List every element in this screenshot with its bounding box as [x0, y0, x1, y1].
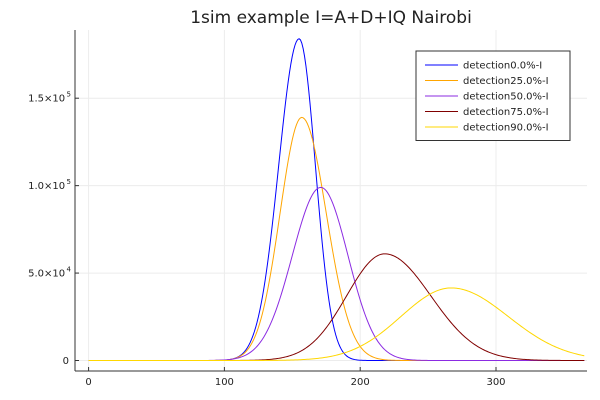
- x-tick-label: 0: [85, 377, 91, 388]
- legend-label: detection50.0%-I: [463, 92, 549, 103]
- axes: [74, 30, 587, 372]
- y-tick-label: 0: [63, 356, 69, 367]
- legend-label: detection75.0%-I: [463, 107, 549, 118]
- legend-label: detection25.0%-I: [463, 76, 549, 87]
- legend-label: detection0.0%-I: [463, 61, 542, 72]
- x-tick-label: 100: [215, 377, 234, 388]
- legend: detection0.0%-I detection25.0%-I detection…: [415, 50, 571, 141]
- y-tick-exponent: 5: [65, 91, 71, 99]
- chart-title: 1sim example I=A+D+IQ Nairobi: [190, 8, 472, 28]
- y-tick-exponent: 4: [65, 266, 71, 274]
- y-tick-exponent: 5: [65, 178, 71, 186]
- x-tick-label: 300: [486, 377, 505, 388]
- legend-label: detection90.0%-I: [463, 123, 549, 134]
- series-lines: [88, 38, 585, 362]
- y-tick-mantissa: 1.5×10: [28, 94, 65, 105]
- x-tick-label: 200: [351, 377, 370, 388]
- y-tick-mantissa: 1.0×10: [28, 181, 65, 192]
- y-tick-label: 5.0×10 4: [28, 266, 71, 280]
- series-line: [88, 287, 585, 362]
- y-tick-label: 1.0×10 5: [28, 178, 71, 192]
- y-tick-mantissa: 5.0×10: [28, 269, 65, 280]
- y-tick-label: 1.5×10 5: [28, 91, 71, 105]
